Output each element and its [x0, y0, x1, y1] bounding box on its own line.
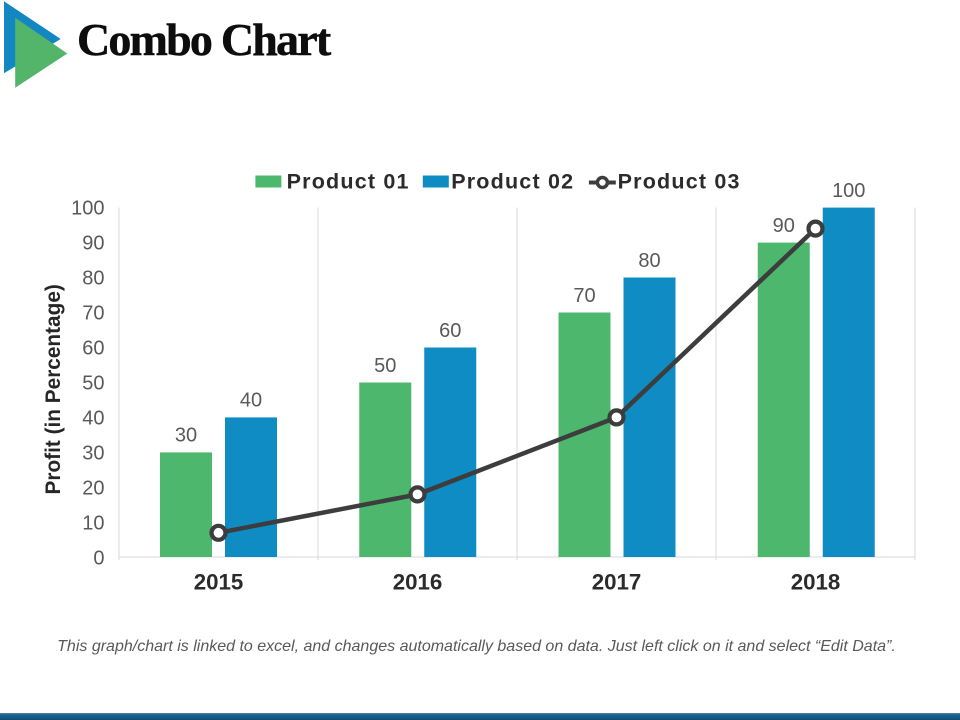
- svg-text:80: 80: [82, 268, 104, 290]
- svg-text:60: 60: [82, 338, 104, 360]
- svg-text:80: 80: [638, 250, 660, 272]
- svg-text:20: 20: [82, 478, 104, 500]
- svg-text:70: 70: [82, 303, 104, 325]
- svg-text:50: 50: [374, 355, 396, 377]
- svg-text:2017: 2017: [592, 570, 642, 595]
- svg-text:2015: 2015: [194, 570, 244, 595]
- svg-text:90: 90: [82, 233, 104, 255]
- svg-text:Product 03: Product 03: [618, 169, 741, 193]
- svg-text:2018: 2018: [791, 570, 841, 595]
- svg-text:Product 02: Product 02: [451, 169, 574, 193]
- svg-text:40: 40: [240, 390, 262, 412]
- svg-text:90: 90: [773, 215, 795, 237]
- svg-text:100: 100: [832, 180, 865, 202]
- svg-text:Product 01: Product 01: [287, 169, 410, 193]
- svg-text:70: 70: [573, 285, 595, 307]
- svg-text:50: 50: [82, 373, 104, 395]
- svg-text:Profit (in Percentage): Profit (in Percentage): [42, 284, 65, 494]
- svg-text:40: 40: [82, 408, 104, 430]
- svg-text:60: 60: [439, 320, 461, 342]
- svg-text:2016: 2016: [393, 570, 443, 595]
- svg-text:100: 100: [71, 198, 104, 220]
- svg-text:10: 10: [82, 512, 104, 534]
- svg-text:30: 30: [82, 443, 104, 465]
- svg-text:0: 0: [93, 547, 104, 569]
- svg-text:30: 30: [175, 425, 197, 447]
